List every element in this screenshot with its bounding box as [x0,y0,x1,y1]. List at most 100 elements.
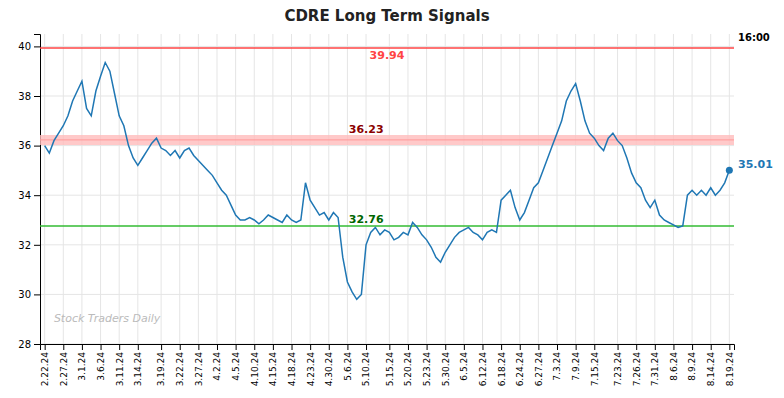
x-tick-label: 3.1.24 [77,352,87,381]
x-tick: 3.19.24 [156,344,166,386]
x-tick: 5.15.24 [385,344,395,386]
x-tick-label: 2.22.24 [40,352,50,387]
grid-line-y [40,294,734,295]
x-tick-mark [119,344,120,350]
x-tick: 7.23.24 [613,344,623,386]
x-tick-label: 5.6.24 [343,352,353,381]
x-tick: 6.24.24 [515,344,525,386]
watermark: Stock Traders Daily [54,312,161,325]
x-tick-label: 5.30.24 [441,352,451,387]
y-tick-mark [34,195,40,196]
grid-line-x [63,34,64,344]
x-axis-line [41,345,735,351]
x-tick-mark [310,344,311,350]
grid-line-x [482,34,483,344]
x-tick-label: 5.20.24 [403,352,413,387]
x-tick-mark [729,344,730,350]
hline-label: 36.23 [349,123,384,136]
x-tick-mark [236,344,237,350]
x-tick: 2.27.24 [59,344,69,386]
x-tick-label: 6.24.24 [515,352,525,387]
x-tick-label: 3.6.24 [96,352,106,381]
x-tick-label: 5.10.24 [361,352,371,387]
x-tick: 4.10.24 [250,344,260,386]
grid-line-x [44,34,45,344]
x-tick-mark [538,344,539,350]
x-tick-label: 4.5.24 [231,352,241,381]
x-tick-mark [389,344,390,350]
grid-line-x [291,34,292,344]
annotation-labels: 39.9436.2332.7616:0035.01Stock Traders D… [54,32,773,325]
x-tick-mark [101,344,102,350]
last-value-label: 35.01 [738,158,773,171]
x-tick: 4.30.24 [324,344,334,386]
x-tick: 7.9.24 [571,344,581,381]
y-tick: 30 [18,289,40,300]
x-tick: 3.11.24 [115,344,125,386]
grid-line-x [617,34,618,344]
y-tick-mark [34,46,40,47]
x-tick-label: 8.14.24 [706,352,716,387]
x-tick-label: 2.27.24 [59,352,69,387]
y-tick-label: 34 [18,190,31,201]
x-tick-mark [366,344,367,350]
hline-label: 32.76 [349,213,384,226]
grid-line-y [40,46,734,47]
x-tick-label: 4.23.24 [306,352,316,387]
grid-line-x [235,34,236,344]
grid-line-x [100,34,101,344]
grid-line-y [40,195,734,196]
grid-line-x [426,34,427,344]
x-tick-label: 8.9.24 [687,352,697,381]
grid-line-x [179,34,180,344]
x-tick: 6.12.24 [478,344,488,386]
x-tick: 8.19.24 [725,344,735,386]
y-tick-label: 40 [18,41,31,52]
x-tick-mark [618,344,619,350]
grid-line-x [538,34,539,344]
x-tick-mark [557,344,558,350]
grid-line-y [40,244,734,245]
chart-svg: 283032343638402.22.242.27.243.1.243.6.24… [0,0,784,398]
x-tick-label: 7.26.24 [632,352,642,387]
y-tick-label: 30 [18,289,31,300]
y-tick: 36 [18,140,40,151]
x-tick-label: 8.6.24 [669,352,679,381]
grid-line-x [137,34,138,344]
x-tick-label: 5.23.24 [422,352,432,387]
x-tick: 6.5.24 [459,344,469,381]
x-tick: 3.22.24 [175,344,185,386]
x-tick: 7.3.24 [552,344,562,381]
x-tick-mark [692,344,693,350]
x-tick-mark [427,344,428,350]
hline-label: 39.94 [370,49,405,62]
y-tick-mark [34,146,40,147]
x-tick-mark [636,344,637,350]
x-tick-mark [445,344,446,350]
grid-line-x [198,34,199,344]
x-tick: 4.2.24 [212,344,222,381]
x-tick-mark [329,344,330,350]
grid-line-x [636,34,637,344]
grid-line-x [501,34,502,344]
last-point [726,167,733,174]
x-tick-mark [520,344,521,350]
x-tick: 7.15.24 [590,344,600,386]
grid-line-x [366,34,367,344]
x-tick-mark [180,344,181,350]
x-tick-mark [576,344,577,350]
x-axis: 2.22.24 2.27.24 3.1.24 3.6.24 3.11.24 3.14.24… [40,344,735,386]
x-tick-label: 3.14.24 [133,352,143,387]
x-tick-label: 6.12.24 [478,352,488,387]
grid-line-x [445,34,446,344]
x-tick: 8.9.24 [687,344,697,381]
x-tick: 3.6.24 [96,344,106,381]
x-tick-mark [273,344,274,350]
x-tick-mark [254,344,255,350]
x-tick-mark [82,344,83,350]
plot-root: 283032343638402.22.242.27.243.1.243.6.24… [18,32,773,386]
title: CDRE Long Term Signals [284,7,489,25]
x-tick-label: 4.18.24 [287,352,297,387]
x-tick-label: 8.19.24 [725,352,735,387]
y-tick-mark [34,294,40,295]
